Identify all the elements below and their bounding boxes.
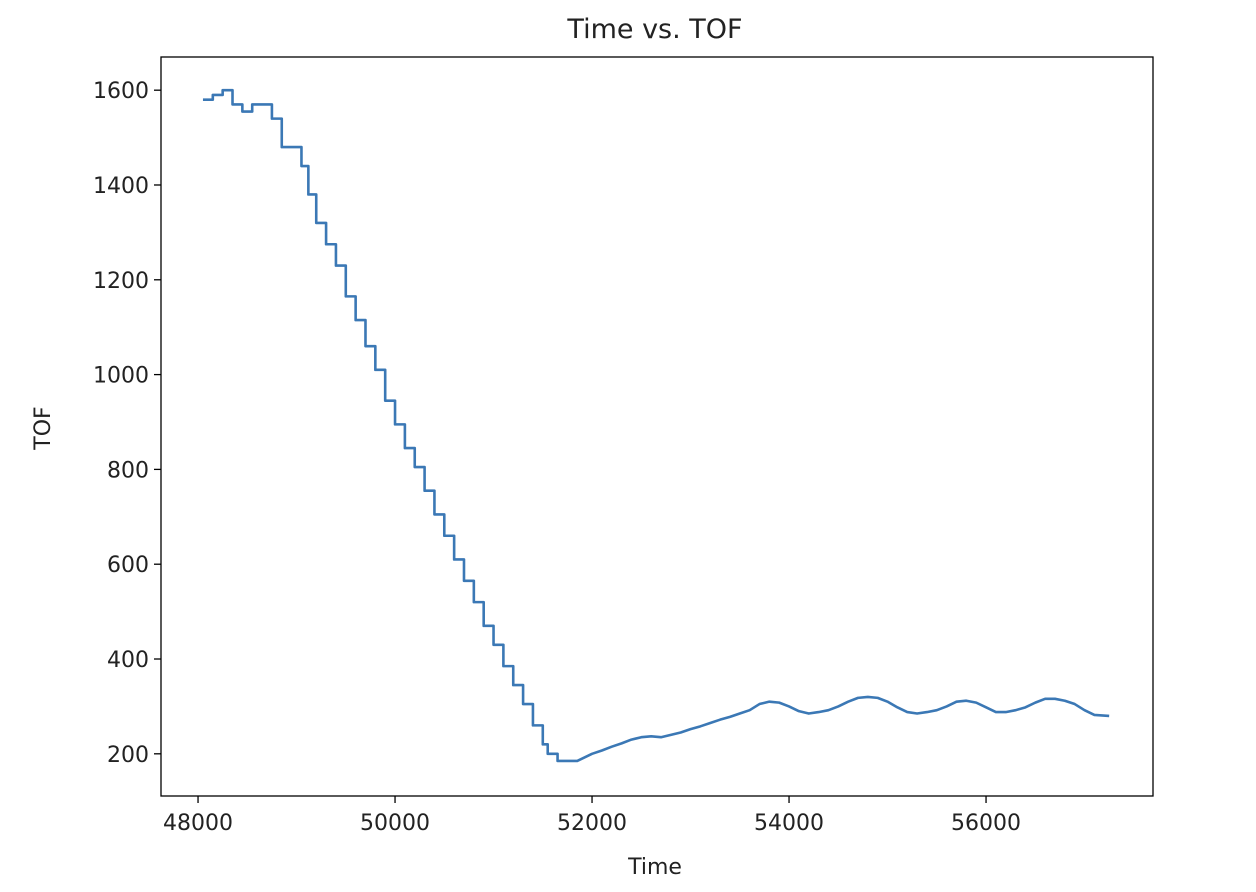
y-tick-label: 1200 bbox=[93, 269, 149, 294]
chart-title: Time vs. TOF bbox=[566, 14, 742, 45]
x-tick-label: 52000 bbox=[557, 811, 627, 836]
x-tick-label: 56000 bbox=[951, 811, 1021, 836]
y-tick-label: 1600 bbox=[93, 79, 149, 104]
x-tick-label: 48000 bbox=[163, 811, 233, 836]
y-tick-label: 600 bbox=[107, 553, 149, 578]
x-axis-label: Time bbox=[627, 855, 682, 880]
y-tick-label: 1400 bbox=[93, 174, 149, 199]
plot-frame bbox=[160, 56, 1154, 797]
y-tick-label: 800 bbox=[107, 458, 149, 483]
x-tick-label: 54000 bbox=[754, 811, 824, 836]
x-tick-label: 50000 bbox=[360, 811, 430, 836]
y-tick-label: 1000 bbox=[93, 364, 149, 389]
y-tick-label: 200 bbox=[107, 743, 149, 768]
line bbox=[202, 88, 1110, 763]
y-axis-label: TOF bbox=[31, 406, 56, 450]
y-tick-label: 400 bbox=[107, 648, 149, 673]
